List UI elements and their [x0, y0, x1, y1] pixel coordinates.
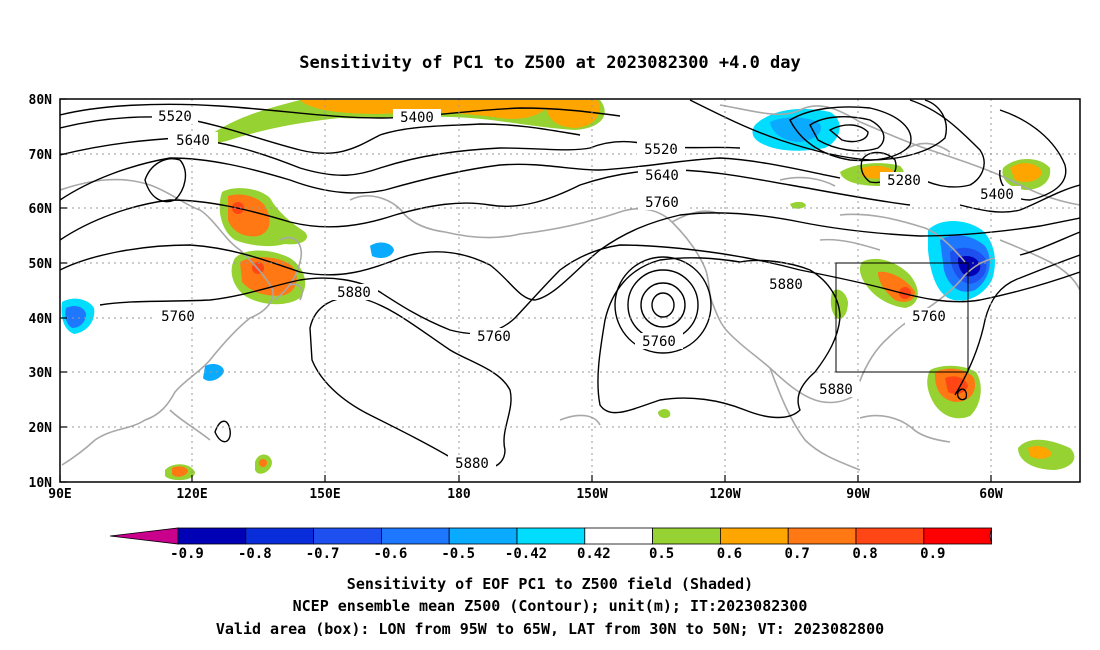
lat-tick-label: 20N: [29, 421, 53, 436]
contour-label: 5760: [645, 195, 679, 211]
contour-label: 5400: [980, 187, 1014, 203]
colorbar-tick-label: -0.8: [238, 546, 272, 562]
colorbar-tick-label: 0.42: [577, 546, 611, 562]
lat-tick-label: 70N: [29, 148, 53, 163]
colorbar-segment: [923, 527, 992, 545]
colorbar-tick-label: -0.5: [441, 546, 475, 562]
contour-label: 5760: [477, 329, 511, 345]
colorbar-segment: [720, 527, 789, 545]
lon-tick-label: 180: [447, 487, 471, 502]
lon-tick-labels: 90E 120E 150E 180 150W 120W 90W 60W: [48, 487, 1003, 502]
valid-area-box: [835, 262, 969, 373]
lon-tick-label: 90E: [48, 487, 71, 502]
colorbar-segment: [177, 527, 247, 545]
contour-label: 5520: [158, 109, 192, 125]
contour-label: 5520: [644, 142, 678, 158]
lat-tick-labels: 80N 70N 60N 50N 40N 30N 20N 10N: [29, 93, 53, 491]
footer-line-1: Sensitivity of EOF PC1 to Z500 field (Sh…: [347, 575, 753, 593]
colorbar-segment: [448, 527, 518, 545]
contour-label: 5760: [642, 334, 676, 350]
colorbar-min-triangle: [109, 527, 179, 545]
colorbar-tick-label: -0.42: [505, 546, 547, 562]
colorbar-tick-label: 0.9: [920, 546, 945, 562]
colorbar-segment: [787, 527, 857, 545]
colorbar-segment: [516, 527, 586, 545]
colorbar-segment: [652, 527, 721, 545]
lon-tick-label: 120W: [709, 487, 740, 502]
contour-label: 5640: [645, 168, 679, 184]
contour-label: 5400: [400, 110, 434, 126]
lat-tick-label: 60N: [29, 202, 53, 217]
colorbar-segment: [380, 527, 450, 545]
colorbar-segment: [855, 527, 925, 545]
colorbar-tick-label: -0.6: [374, 546, 408, 562]
lat-tick-label: 80N: [29, 93, 53, 108]
colorbar-tick-label: 0.6: [717, 546, 742, 562]
colorbar-tick-label: -0.9: [170, 546, 204, 562]
contour-label: 5880: [769, 277, 803, 293]
lat-tick-label: 10N: [29, 476, 53, 491]
lat-tick-label: 50N: [29, 257, 53, 272]
colorbar-max-triangle: [989, 527, 992, 545]
colorbar-segment: [245, 527, 315, 545]
contour-label: 5280: [887, 173, 921, 189]
contour-label: 5760: [161, 309, 195, 325]
lon-tick-label: 150W: [576, 487, 607, 502]
lat-tick-label: 40N: [29, 312, 53, 327]
lon-tick-label: 120E: [176, 487, 207, 502]
contour-labels: 5520 5640 5400 5520 5640 5760 5280 5400 …: [152, 108, 1021, 472]
colorbar-segment: [584, 527, 653, 545]
footer-line-3: Valid area (box): LON from 95W to 65W, L…: [216, 620, 884, 638]
lon-tick-label: 90W: [846, 487, 870, 502]
contour-label: 5880: [819, 382, 853, 398]
colorbar-segment: [313, 527, 382, 545]
contour-label: 5760: [912, 309, 946, 325]
sensitivity-shading: [61, 100, 1075, 481]
lon-tick-label: 150E: [309, 487, 340, 502]
map-frame: [59, 98, 1081, 483]
map-panel: 5520 5640 5400 5520 5640 5760 5280 5400 …: [60, 99, 1080, 482]
z500-contours: [60, 99, 1080, 470]
colorbar: -0.9 -0.8 -0.7 -0.6 -0.5 -0.42 0.42 0.5 0.6 0.7 0.…: [109, 527, 992, 562]
footer-line-2: NCEP ensemble mean Z500 (Contour); unit(…: [293, 597, 808, 615]
map-title: Sensitivity of PC1 to Z500 at 2023082300…: [299, 53, 801, 73]
colorbar-tick-label: 0.8: [852, 546, 877, 562]
axis-ticks: [59, 98, 992, 483]
contour-label: 5640: [176, 133, 210, 149]
colorbar-tick-label: 0.5: [649, 546, 674, 562]
colorbar-tick-label: -0.7: [306, 546, 340, 562]
colorbar-tick-label: 0.7: [785, 546, 810, 562]
lat-lon-grid: [60, 99, 1080, 482]
contour-label: 5880: [337, 285, 371, 301]
contour-label: 5880: [455, 456, 489, 472]
lon-tick-label: 60W: [979, 487, 1003, 502]
lat-tick-label: 30N: [29, 366, 53, 381]
